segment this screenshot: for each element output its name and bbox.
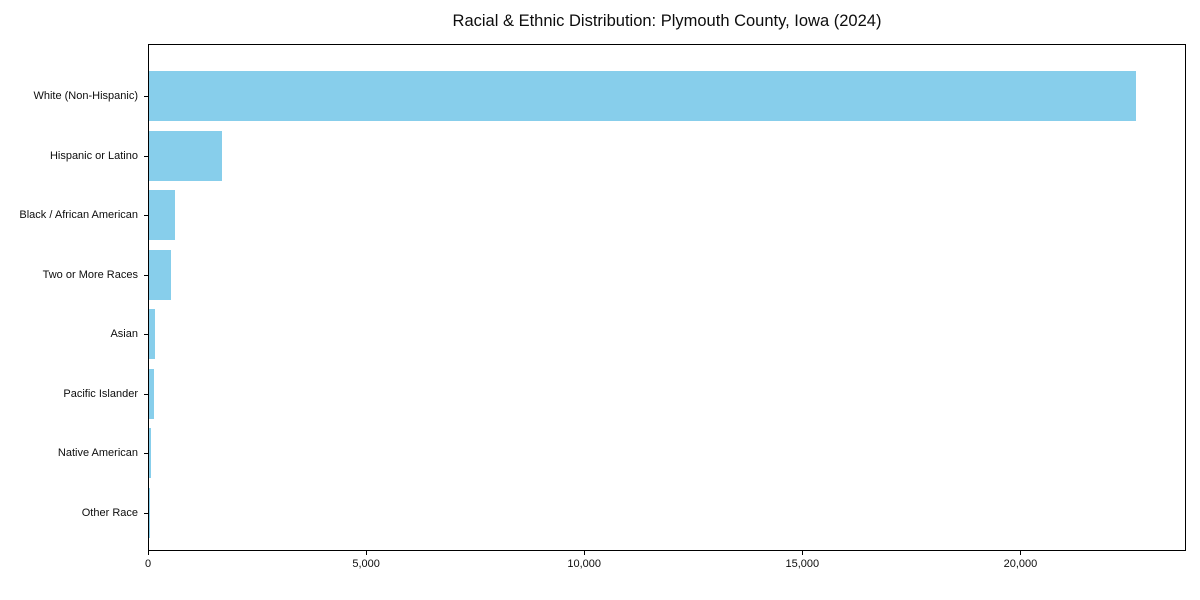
- y-tick-mark: [144, 96, 148, 97]
- y-tick-mark: [144, 215, 148, 216]
- x-tick-label: 0: [144, 558, 152, 570]
- y-tick-mark: [144, 393, 148, 395]
- y-tick-mark: [144, 453, 148, 454]
- y-tick-label: Asian: [110, 328, 138, 340]
- y-tick-mark: [144, 155, 148, 157]
- x-tick-label: 15,000: [785, 558, 820, 570]
- x-tick-mark: [148, 551, 149, 555]
- y-tick-label: Hispanic or Latino: [49, 149, 138, 162]
- x-tick-label: 10,000: [567, 558, 602, 570]
- y-tick-mark: [144, 512, 148, 514]
- bar-hispanic-or-latino: [149, 130, 222, 181]
- bar-asian: [149, 309, 155, 359]
- plot-area: [148, 44, 1186, 551]
- x-tick-label: 5,000: [352, 558, 380, 570]
- x-tick-mark: [802, 551, 804, 555]
- bar-white-non-hispanic: [149, 71, 1136, 121]
- bar-two-or-more-races: [149, 249, 172, 300]
- x-tick-mark: [1020, 551, 1022, 555]
- x-tick-mark: [584, 551, 586, 555]
- bar-pacific-islander: [149, 368, 154, 419]
- y-tick-label: Black / African American: [19, 209, 138, 221]
- y-tick-label: Other Race: [81, 506, 138, 519]
- bar-native-american: [149, 428, 152, 478]
- y-tick-label: Pacific Islander: [63, 387, 138, 400]
- y-tick-label: White (Non-Hispanic): [33, 90, 138, 102]
- y-tick-label: Native American: [57, 447, 138, 459]
- y-tick-label: Two or More Races: [42, 268, 138, 281]
- y-tick-mark: [144, 334, 148, 335]
- chart-title: Racial & Ethnic Distribution: Plymouth C…: [452, 12, 882, 30]
- y-tick-mark: [144, 274, 148, 276]
- x-tick-label: 20,000: [1003, 558, 1038, 570]
- bar-black-african-american: [149, 190, 175, 240]
- x-tick-mark: [366, 551, 368, 555]
